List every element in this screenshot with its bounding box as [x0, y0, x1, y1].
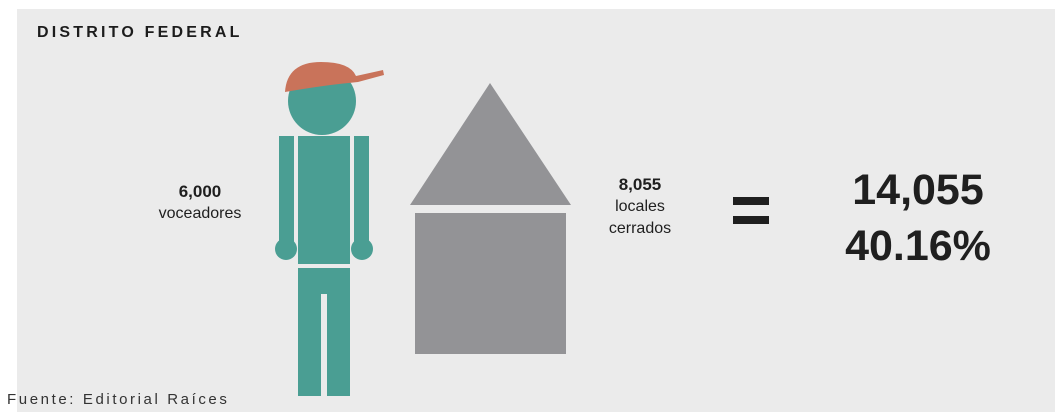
cap-crown — [285, 62, 384, 92]
equals-bar-top — [733, 197, 769, 205]
source-note: Fuente: Editorial Raíces — [7, 391, 230, 408]
person-hips — [298, 268, 350, 294]
voceadores-value: 6,000 — [178, 182, 222, 201]
person-right-arm — [354, 136, 369, 248]
house-icon — [410, 83, 571, 354]
cap-icon — [285, 62, 384, 92]
equals-sign — [733, 197, 769, 225]
locales-label-line1: locales — [615, 198, 665, 215]
person-left-hand — [275, 238, 297, 260]
person-right-hand — [351, 238, 373, 260]
person-right-leg — [327, 294, 350, 396]
result-percent: 40.16% — [845, 222, 991, 270]
page-title: DISTRITO FEDERAL — [37, 24, 243, 41]
result-total: 14,055 — [852, 166, 984, 214]
locales-label-line2: cerrados — [608, 220, 672, 237]
locales-stat: 8,055 locales cerrados — [590, 174, 690, 240]
result-block: 14,055 40.16% — [818, 162, 1018, 274]
person-left-arm — [279, 136, 294, 248]
person-icon — [275, 67, 373, 396]
person-left-leg — [298, 294, 321, 396]
voceadores-label: voceadores — [158, 205, 242, 222]
house-roof — [410, 83, 571, 205]
house-body — [415, 213, 566, 354]
person-torso — [298, 136, 350, 264]
voceadores-stat: 6,000 voceadores — [140, 181, 260, 225]
equals-bar-bottom — [733, 216, 769, 224]
locales-value: 8,055 — [618, 175, 662, 194]
